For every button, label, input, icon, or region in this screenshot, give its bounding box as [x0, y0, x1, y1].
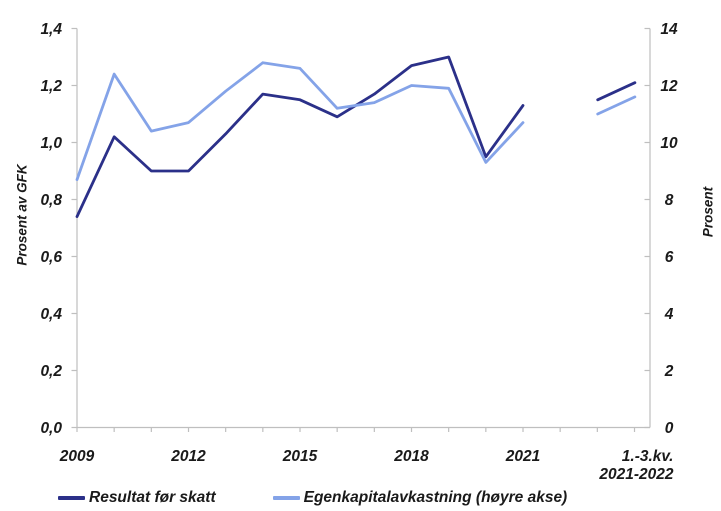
- left-axis-tick-label: 0,6: [40, 249, 62, 266]
- left-axis-tick-label: 0,8: [40, 192, 62, 209]
- left-axis-tick-label: 1,2: [40, 78, 62, 95]
- left-axis-tick-label: 0,0: [40, 420, 62, 437]
- x-axis-year-label: 2009: [59, 448, 95, 465]
- legend: Resultat før skatt Egenkapitalavkastning…: [58, 489, 567, 507]
- x-axis-year-label: 2021: [505, 448, 540, 465]
- right-axis-tick-label: 0: [665, 420, 674, 437]
- series-line-0: [75, 55, 525, 219]
- right-axis-tick-label: 10: [660, 135, 678, 152]
- left-axis-tick-label: 1,0: [40, 135, 62, 152]
- left-axis-tick-label: 0,4: [40, 306, 62, 323]
- left-axis-tick-label: 1,4: [40, 21, 62, 38]
- right-axis-tick-label: 12: [660, 78, 678, 95]
- legend-swatch-resultat: [58, 496, 85, 500]
- left-axis-title: Prosent av GFK: [14, 164, 30, 266]
- x-axis-period-label-line2: 2021-2022: [598, 466, 674, 483]
- legend-item-egenkapital: Egenkapitalavkastning (høyre akse): [272, 489, 568, 507]
- x-axis-year-label: 2012: [170, 448, 206, 465]
- right-axis-tick-label: 8: [665, 192, 674, 209]
- right-axis-title: Prosent: [700, 186, 716, 238]
- right-axis-tick-label: 2: [664, 363, 674, 380]
- series-line-0-quarterly: [596, 81, 637, 102]
- legend-swatch-egenkapital: [272, 496, 300, 500]
- right-axis-tick-label: 6: [665, 249, 674, 266]
- left-axis-tick-label: 0,2: [40, 363, 62, 380]
- x-axis-year-label: 2015: [282, 448, 318, 465]
- right-axis-tick-label: 4: [664, 306, 674, 323]
- series-line-1-quarterly: [596, 95, 637, 116]
- series-line-1: [75, 61, 525, 182]
- legend-item-resultat: Resultat før skatt: [58, 489, 216, 507]
- right-axis-tick-label: 14: [660, 21, 678, 38]
- x-axis-year-label: 2018: [393, 448, 429, 465]
- legend-label-egenkapital: Egenkapitalavkastning (høyre akse): [303, 489, 568, 506]
- legend-label-resultat: Resultat før skatt: [89, 489, 216, 506]
- x-axis-period-label-line1: 1.-3.kv.: [622, 448, 674, 465]
